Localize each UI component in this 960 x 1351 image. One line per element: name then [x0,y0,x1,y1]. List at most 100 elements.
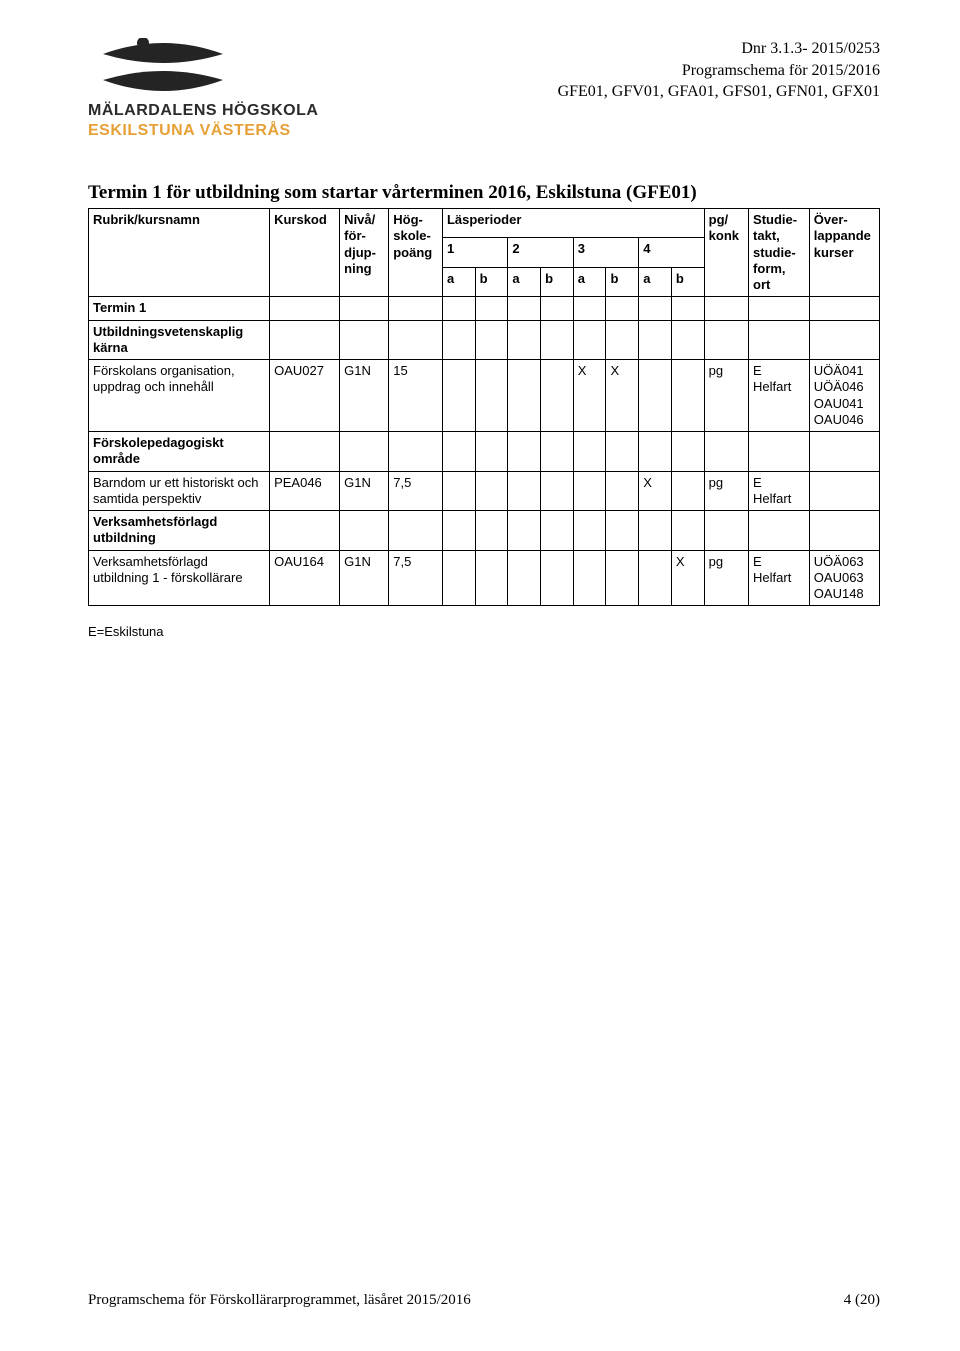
period-cell [671,360,704,432]
empty-cell [639,297,672,320]
course-name: Verksamhetsförlagd utbildning 1 - försko… [89,550,270,606]
overlap-cell [809,471,879,511]
logo-line-1: MÄLARDALENS HÖGSKOLA [88,102,318,120]
meta-codes: GFE01, GFV01, GFA01, GFS01, GFN01, GFX01 [558,81,880,103]
kurskod: PEA046 [270,471,340,511]
th-4a: a [639,267,672,296]
legend: E=Eskilstuna [88,624,880,639]
section-label: Verksamhetsförlagd utbildning [89,511,270,551]
empty-cell [442,297,475,320]
empty-cell [606,320,639,360]
niva: G1N [340,360,389,432]
kurskod: OAU027 [270,360,340,432]
table-row: Verksamhetsförlagd utbildning 1 - försko… [89,550,880,606]
poang: 15 [389,360,443,432]
table-body: Termin 1Utbildningsvetenskaplig kärnaFör… [89,297,880,606]
period-cell [639,360,672,432]
th-1a: a [442,267,475,296]
empty-cell [475,432,508,472]
logo-icon [88,38,238,96]
empty-cell [671,432,704,472]
takt-cell: E Helfart [749,550,810,606]
th-rubrik: Rubrik/kursnamn [89,209,270,297]
pg-cell: pg [704,471,748,511]
period-cell [475,360,508,432]
th-lasperioder: Läsperioder [442,209,704,238]
empty-cell [671,511,704,551]
takt-cell: E Helfart [749,360,810,432]
th-3a: a [573,267,606,296]
period-cell [508,360,541,432]
pg-cell: pg [704,550,748,606]
meta-schema: Programschema för 2015/2016 [558,60,880,82]
empty-cell [573,511,606,551]
empty-cell [389,511,443,551]
table-row: Förskolepedagogiskt område [89,432,880,472]
period-cell [573,471,606,511]
pg-cell: pg [704,360,748,432]
empty-cell [606,432,639,472]
niva: G1N [340,471,389,511]
empty-cell [704,432,748,472]
period-cell [541,360,574,432]
head-row-1: Rubrik/kursnamn Kurskod Nivå/ för- djup-… [89,209,880,238]
empty-cell [639,432,672,472]
footer-right: 4 (20) [844,1292,880,1309]
empty-cell [639,511,672,551]
period-cell [671,471,704,511]
th-takt: Studie- takt, studie- form, ort [749,209,810,297]
empty-cell [270,432,340,472]
empty-cell [541,297,574,320]
empty-cell [573,320,606,360]
empty-cell [389,432,443,472]
meta-dnr: Dnr 3.1.3- 2015/0253 [558,38,880,60]
table-row: Barndom ur ett historiskt och samtida pe… [89,471,880,511]
table-row: Utbildningsvetenskaplig kärna [89,320,880,360]
th-1b: b [475,267,508,296]
empty-cell [704,511,748,551]
section-label: Förskolepedagogiskt område [89,432,270,472]
empty-cell [475,297,508,320]
header-meta: Dnr 3.1.3- 2015/0253 Programschema för 2… [558,38,880,103]
empty-cell [340,297,389,320]
table-title: Termin 1 för utbildning som startar vårt… [88,182,880,204]
logo-text: MÄLARDALENS HÖGSKOLA ESKILSTUNA VÄSTERÅS [88,102,318,140]
poang: 7,5 [389,550,443,606]
empty-cell [704,320,748,360]
period-cell [442,471,475,511]
th-period-3: 3 [573,238,638,267]
empty-cell [389,297,443,320]
period-cell [573,550,606,606]
empty-cell [270,297,340,320]
period-cell [639,550,672,606]
logo-block: MÄLARDALENS HÖGSKOLA ESKILSTUNA VÄSTERÅS [88,38,318,140]
empty-cell [606,297,639,320]
period-cell: X [573,360,606,432]
page: MÄLARDALENS HÖGSKOLA ESKILSTUNA VÄSTERÅS… [0,0,960,1351]
empty-cell [442,320,475,360]
page-header: MÄLARDALENS HÖGSKOLA ESKILSTUNA VÄSTERÅS… [88,38,880,140]
empty-cell [749,320,810,360]
period-cell [442,550,475,606]
empty-cell [389,320,443,360]
logo-line-2: ESKILSTUNA VÄSTERÅS [88,122,318,140]
section-label: Utbildningsvetenskaplig kärna [89,320,270,360]
table-row: Termin 1 [89,297,880,320]
th-pg: pg/ konk [704,209,748,297]
empty-cell [704,297,748,320]
niva: G1N [340,550,389,606]
th-4b: b [671,267,704,296]
poang: 7,5 [389,471,443,511]
empty-cell [508,432,541,472]
empty-cell [508,511,541,551]
period-cell [541,550,574,606]
table-head: Rubrik/kursnamn Kurskod Nivå/ för- djup-… [89,209,880,297]
empty-cell [270,320,340,360]
empty-cell [809,297,879,320]
period-cell [606,550,639,606]
empty-cell [541,511,574,551]
empty-cell [442,432,475,472]
course-name: Förskolans organisation, uppdrag och inn… [89,360,270,432]
section-label: Termin 1 [89,297,270,320]
overlap-cell: UÖÄ063 OAU063 OAU148 [809,550,879,606]
